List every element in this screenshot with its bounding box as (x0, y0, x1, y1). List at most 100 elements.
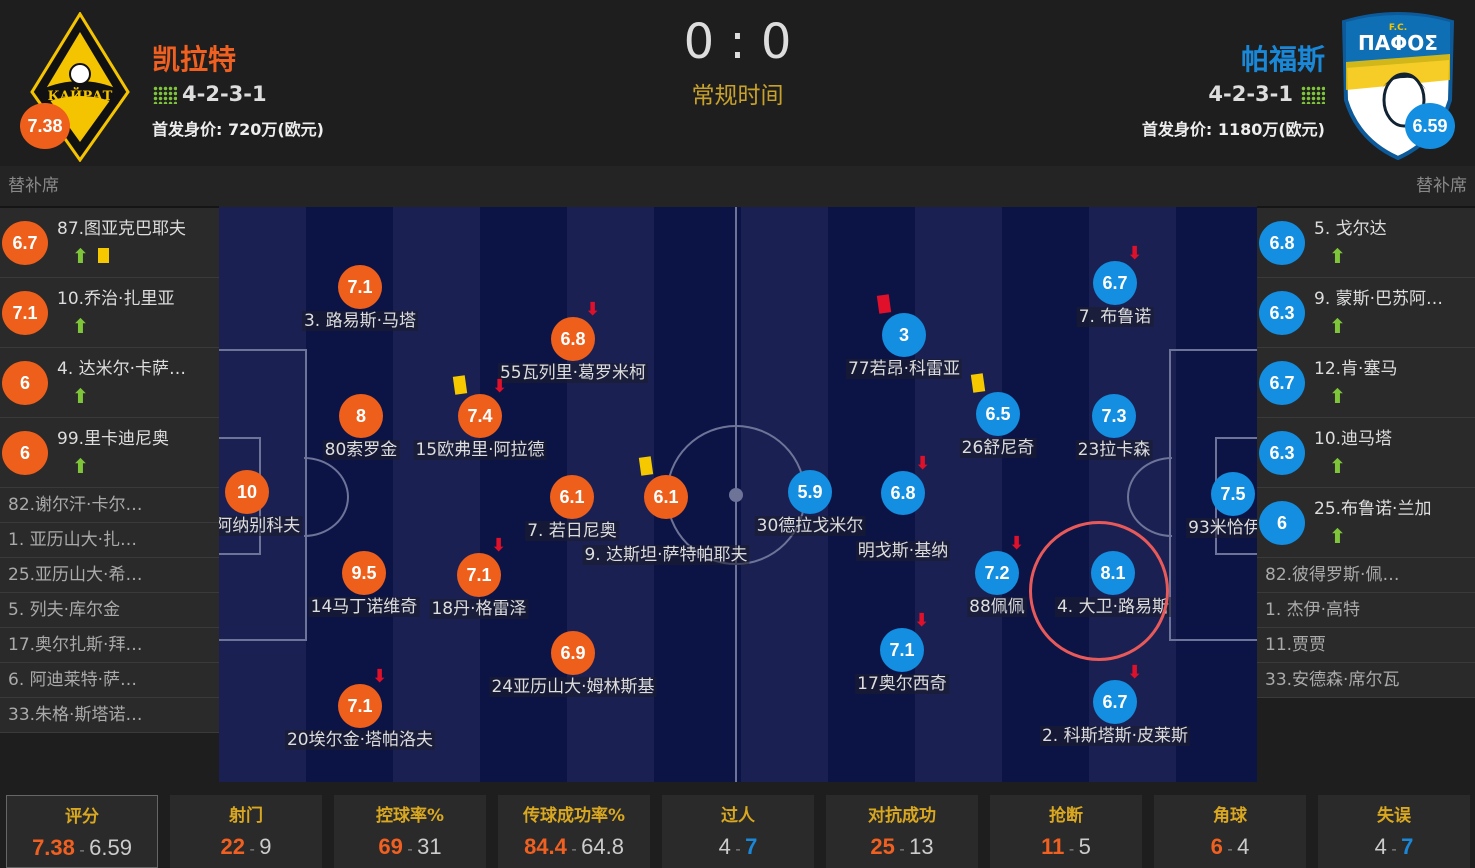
bench-label: 替补席 (1257, 166, 1475, 208)
stat-card[interactable]: 角球 6 - 4 (1154, 795, 1306, 868)
player-rating-badge[interactable]: 10 (225, 470, 269, 514)
stat-card[interactable]: 对抗成功 25 - 13 (826, 795, 978, 868)
bench-unused-player[interactable]: 11.贾贾 (1257, 628, 1475, 663)
player-rating-badge: 6.3 (1259, 291, 1305, 335)
player-rating-badge: 6.7 (2, 221, 48, 265)
sub-off-arrow-icon: ⬇ (372, 666, 388, 687)
bench-sub-row[interactable]: 6 99.里卡迪尼奥 ⬆ (0, 418, 219, 488)
player-rating-badge[interactable]: 8 (339, 394, 383, 438)
away-formation: 4-2-3-1 (1208, 82, 1293, 106)
stat-card[interactable]: 评分 7.38 - 6.59 (6, 795, 158, 868)
bench-sub-row[interactable]: 7.1 10.乔治·扎里亚 ⬆ (0, 278, 219, 348)
player-rating-badge[interactable]: 7.1 (338, 265, 382, 309)
yellow-card-icon (970, 373, 986, 393)
bench-sub-row[interactable]: 6.8 5. 戈尔达 ⬆ (1257, 208, 1475, 278)
player-rating-badge[interactable]: 5.9 (788, 470, 832, 514)
player-name[interactable]: 88佩佩 (967, 597, 1027, 617)
bench-unused-player[interactable]: 1. 杰伊·高特 (1257, 593, 1475, 628)
player-name[interactable]: 77阿纳别科夫 (219, 516, 303, 536)
player-rating-badge[interactable]: 7.3 (1092, 394, 1136, 438)
bench-unused-player[interactable]: 6. 阿迪莱特·萨… (0, 663, 219, 698)
player-rating-badge[interactable]: 6.5 (976, 392, 1020, 436)
player-name[interactable]: 77若昂·科雷亚 (845, 359, 963, 379)
home-stat-value: 22 (220, 834, 245, 859)
stat-card[interactable]: 射门 22 - 9 (170, 795, 322, 868)
away-stat-value: 7 (745, 834, 758, 859)
bench-unused-player[interactable]: 33.安德森·席尔瓦 (1257, 663, 1475, 698)
player-name[interactable]: 9. 达斯坦·萨特帕耶夫 (582, 545, 750, 565)
bench-sub-row[interactable]: 6.7 87.图亚克巴耶夫 ⬆ (0, 208, 219, 278)
home-stat-value: 4 (1374, 834, 1387, 859)
player-rating-badge[interactable]: 9.5 (342, 551, 386, 595)
player-name[interactable]: 7. 若日尼奥 (525, 521, 619, 541)
player-rating-badge[interactable]: 6.1 (644, 475, 688, 519)
player-name[interactable]: 80索罗金 (322, 440, 400, 460)
player-name[interactable]: 18丹·格雷泽 (429, 599, 529, 619)
player-name[interactable]: 3. 路易斯·马塔 (301, 311, 419, 331)
bench-sub-row[interactable]: 6.3 10.迪马塔 ⬆ (1257, 418, 1475, 488)
sub-on-arrow-icon: ⬆ (1329, 384, 1346, 408)
bench-unused-player[interactable]: 33.朱格·斯塔诺… (0, 698, 219, 733)
stat-card[interactable]: 抢断 11 - 5 (990, 795, 1142, 868)
away-stat-value: 5 (1078, 834, 1091, 859)
bench-sub-row[interactable]: 6.3 9. 蒙斯·巴苏阿… ⬆ (1257, 278, 1475, 348)
bench-unused-player[interactable]: 82.彼得罗斯·佩… (1257, 558, 1475, 593)
player-rating-badge[interactable]: 7.1 (457, 553, 501, 597)
player-name[interactable]: 93米恰伊尔 (1186, 518, 1257, 538)
bench-sub-row[interactable]: 6 4. 达米尔·卡萨… ⬆ (0, 348, 219, 418)
stat-card[interactable]: 过人 4 - 7 (662, 795, 814, 868)
sub-off-arrow-icon: ⬇ (1127, 662, 1143, 683)
away-team-name[interactable]: 帕福斯 (1240, 43, 1325, 76)
bench-sub-row[interactable]: 6.7 12.肯·塞马 ⬆ (1257, 348, 1475, 418)
stat-card[interactable]: 失误 4 - 7 (1318, 795, 1470, 868)
player-rating-badge[interactable]: 6.9 (551, 631, 595, 675)
player-rating-badge[interactable]: 6.7 (1093, 680, 1137, 724)
player-name[interactable]: 26舒尼奇 (959, 438, 1037, 458)
bench-unused-player[interactable]: 5. 列夫·库尔金 (0, 593, 219, 628)
separator: - (245, 841, 260, 858)
player-name[interactable]: 7. 布鲁诺 (1076, 307, 1154, 327)
pitch: 1077阿纳别科夫7.13. 路易斯·马塔880索罗金9.514马丁诺维奇7.1… (219, 207, 1257, 782)
player-name[interactable]: 20埃尔金·塔帕洛夫 (284, 730, 436, 750)
separator: - (402, 841, 418, 858)
player-name[interactable]: 24亚历山大·姆林斯基 (489, 677, 657, 697)
home-stat-value: 25 (870, 834, 895, 859)
player-name[interactable]: 23拉卡森 (1075, 440, 1153, 460)
player-name[interactable]: 2. 科斯塔斯·皮莱斯 (1039, 726, 1191, 746)
sub-on-arrow-icon: ⬆ (1329, 524, 1346, 548)
stat-values: 69 - 31 (334, 834, 486, 860)
player-name[interactable]: 30德拉戈米尔 (754, 516, 866, 536)
player-name[interactable]: 明戈斯·基纳 (855, 541, 951, 561)
stat-label: 失误 (1377, 806, 1411, 826)
player-rating-badge[interactable]: 7.4 (458, 394, 502, 438)
player-name[interactable]: 15欧弗里·阿拉德 (413, 440, 547, 460)
player-name[interactable]: 17奥尔西奇 (855, 674, 949, 694)
player-rating-badge[interactable]: 6.1 (550, 475, 594, 519)
red-card-icon (876, 294, 892, 314)
bench-unused-player[interactable]: 82.谢尔汗·卡尔… (0, 488, 219, 523)
bench-label: 替补席 (0, 166, 219, 208)
player-rating-badge[interactable]: 3 (882, 313, 926, 357)
bench-unused-player[interactable]: 25.亚历山大·希… (0, 558, 219, 593)
player-name[interactable]: 55瓦列里·葛罗米柯 (497, 363, 649, 383)
formation-icon (153, 86, 177, 104)
separator: - (1386, 841, 1402, 858)
sub-off-arrow-icon: ⬇ (492, 376, 508, 397)
bench-unused-player[interactable]: 1. 亚历山大·扎… (0, 523, 219, 558)
stat-label: 控球率% (375, 806, 445, 826)
player-name[interactable]: 14马丁诺维奇 (308, 597, 420, 617)
bench-unused-player[interactable]: 17.奥尔扎斯·拜… (0, 628, 219, 663)
stat-card[interactable]: 传球成功率% 84.4 - 64.8 (498, 795, 650, 868)
player-rating-badge[interactable]: 7.2 (975, 551, 1019, 595)
bench-sub-row[interactable]: 6 25.布鲁诺·兰加 ⬆ (1257, 488, 1475, 558)
player-rating-badge[interactable]: 6.8 (881, 471, 925, 515)
player-rating-badge[interactable]: 7.1 (338, 684, 382, 728)
player-rating-badge[interactable]: 6.7 (1093, 261, 1137, 305)
match-period: 常规时间 (691, 83, 784, 109)
player-rating-badge[interactable]: 7.1 (880, 628, 924, 672)
home-team-name[interactable]: 凯拉特 (152, 43, 237, 76)
stat-card[interactable]: 控球率% 69 - 31 (334, 795, 486, 868)
player-rating-badge[interactable]: 7.5 (1211, 472, 1255, 516)
player-rating-badge[interactable]: 6.8 (551, 317, 595, 361)
away-stat-value: 4 (1237, 834, 1250, 859)
